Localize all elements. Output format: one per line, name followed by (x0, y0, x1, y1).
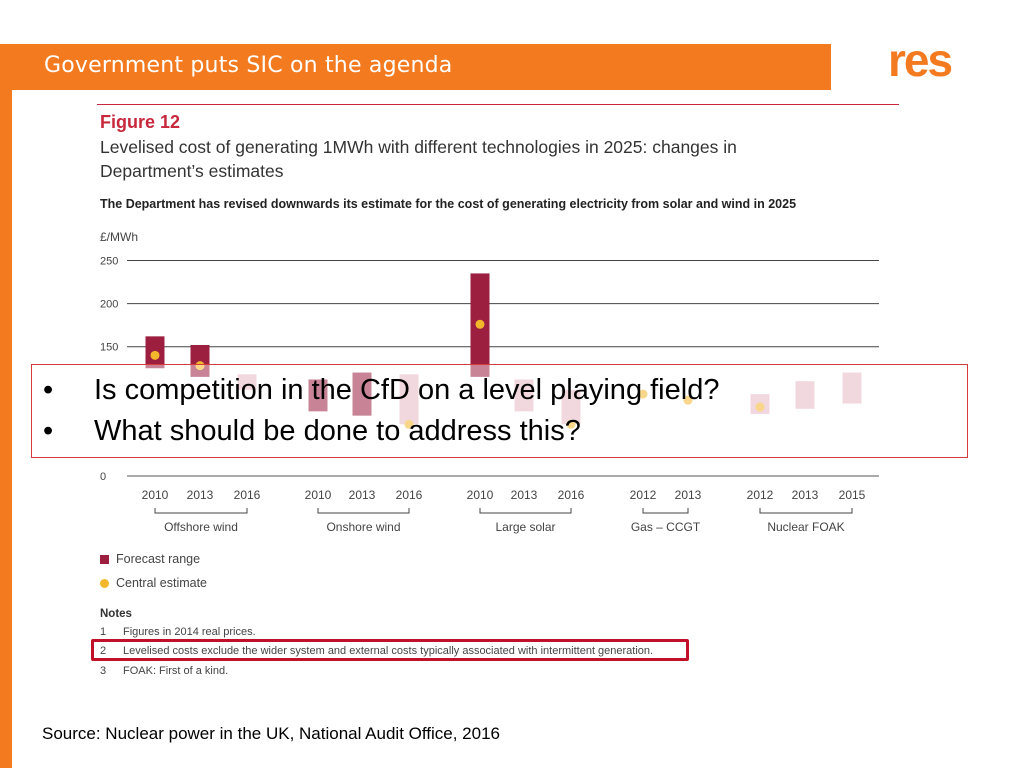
range-bar-1-0 (308, 379, 328, 412)
central-dot-0-0 (150, 350, 160, 360)
source-citation: Source: Nuclear power in the UK, Nationa… (42, 724, 500, 743)
range-bar-2-2 (561, 389, 581, 425)
y-tick-label-150: 150 (100, 342, 118, 354)
group-bracket-4 (759, 508, 853, 514)
central-dot-1-2 (404, 419, 414, 429)
x-tick-year-3-0: 2012 (630, 488, 657, 502)
figure-top-rule (97, 104, 899, 105)
x-tick-year-0-1: 2013 (187, 488, 214, 502)
note-2-highlight-box (91, 639, 689, 661)
group-bracket-1 (317, 508, 410, 514)
notes-title: Notes (100, 608, 132, 620)
x-tick-year-1-0: 2010 (305, 488, 332, 502)
note-3: 3 FOAK: First of a kind. (100, 665, 229, 677)
x-tick-year-0-2: 2016 (234, 488, 261, 502)
central-estimate-swatch (100, 579, 109, 589)
bullet-marker-2: • (43, 415, 54, 447)
y-tick-label-250: 250 (100, 256, 118, 268)
figure-title: Levelised cost of generating 1MWh with d… (100, 137, 737, 181)
group-bracket-3 (642, 508, 689, 514)
central-dot-2-0 (475, 319, 485, 329)
range-bar-1-1 (352, 372, 372, 416)
y-tick-label-200: 200 (100, 299, 118, 311)
central-dot-3-0 (638, 389, 648, 399)
range-bar-0-1 (190, 344, 210, 377)
x-tick-year-2-0: 2010 (467, 488, 494, 502)
group-label-1: Onshore wind (326, 520, 400, 534)
left-accent-bar (0, 44, 12, 768)
central-dot-0-1 (195, 361, 205, 371)
group-label-3: Gas – CCGT (631, 520, 701, 534)
x-tick-year-3-1: 2013 (675, 488, 702, 502)
x-tick-year-1-1: 2013 (349, 488, 376, 502)
range-bar-2-1 (514, 379, 534, 412)
range-bar-1-2 (399, 374, 419, 425)
bullet-text-2: What should be done to address this? (94, 415, 581, 447)
range-bar-0-2 (237, 374, 257, 390)
x-tick-year-1-2: 2016 (396, 488, 423, 502)
forecast-range-swatch (100, 555, 109, 565)
group-label-2: Large solar (495, 520, 555, 534)
group-label-4: Nuclear FOAK (767, 520, 844, 534)
y-tick-label-0: 0 (100, 471, 106, 483)
legend-central-estimate: Central estimate (100, 576, 207, 590)
bullet-text-1: Is competition in the CfD on a level pla… (94, 374, 720, 406)
legend-central-label: Central estimate (116, 576, 208, 590)
group-bracket-0 (154, 508, 248, 514)
central-dot-3-1 (683, 395, 693, 405)
central-dot-4-0 (755, 402, 765, 412)
header-bar (0, 44, 831, 90)
note-1: 1 Figures in 2014 real prices. (100, 626, 256, 638)
slide-title: Government puts SIC on the agenda (44, 53, 453, 78)
question-callout-box (31, 364, 968, 458)
x-tick-year-0-0: 2010 (142, 488, 169, 502)
group-bracket-2 (479, 508, 572, 514)
x-tick-year-2-2: 2016 (558, 488, 585, 502)
svg-text:res: res (888, 36, 951, 84)
range-bar-4-1 (795, 381, 815, 409)
x-tick-year-4-0: 2012 (747, 488, 774, 502)
figure-label: Figure 12 (100, 112, 181, 132)
group-label-0: Offshore wind (164, 520, 238, 534)
figure-subtitle: The Department has revised downwards its… (100, 197, 797, 211)
x-tick-year-4-2: 2015 (839, 488, 866, 502)
x-tick-year-4-1: 2013 (792, 488, 819, 502)
range-bar-4-2 (842, 372, 862, 404)
central-dot-2-2 (566, 419, 576, 429)
legend-forecast-label: Forecast range (116, 552, 201, 566)
note-2: 2 Levelised costs exclude the wider syste… (100, 645, 654, 657)
legend-forecast-range: Forecast range (100, 552, 200, 566)
y-axis-label: £/MWh (100, 230, 138, 244)
res-logo: res (888, 36, 953, 84)
bullet-marker-1: • (43, 374, 54, 406)
x-tick-year-2-1: 2013 (511, 488, 538, 502)
